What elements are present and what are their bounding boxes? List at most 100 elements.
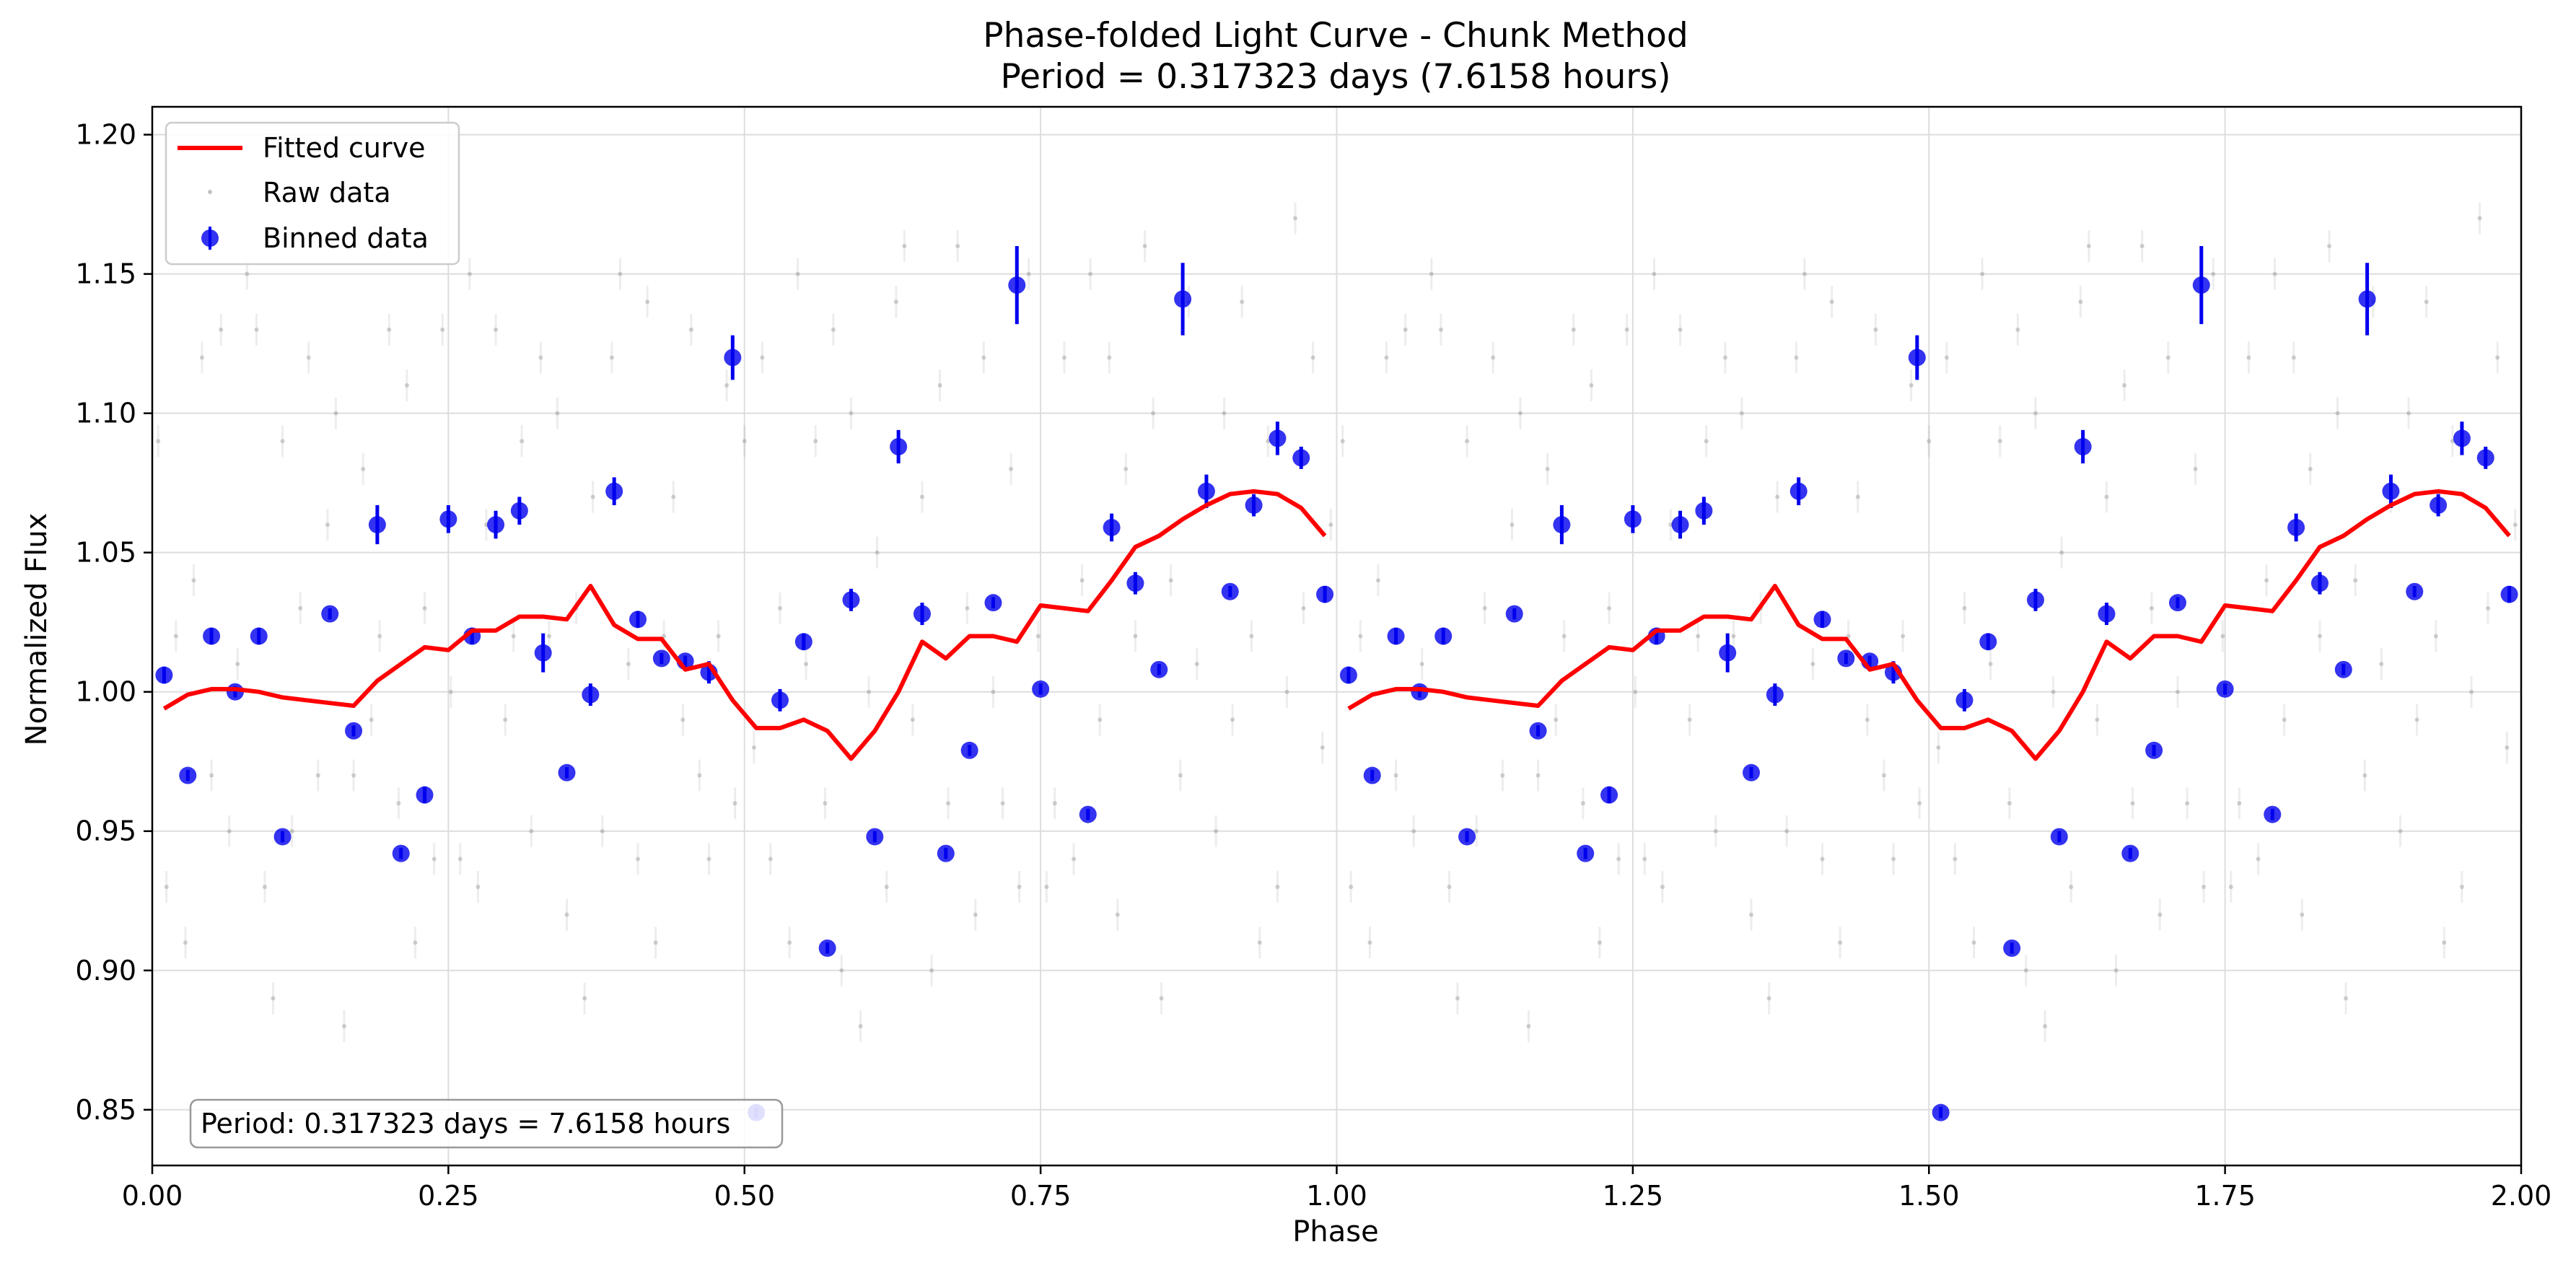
raw-point	[1393, 773, 1398, 778]
raw-point	[1017, 884, 1022, 889]
binned-point	[1008, 276, 1026, 294]
raw-point	[1589, 383, 1594, 388]
raw-point	[341, 1023, 346, 1028]
raw-point	[867, 689, 872, 694]
binned-point	[1221, 582, 1239, 600]
raw-point	[1616, 857, 1621, 862]
raw-point	[2043, 1023, 2048, 1028]
binned-point	[2453, 429, 2471, 447]
raw-point	[600, 828, 605, 834]
raw-point	[1597, 940, 1602, 945]
binned-point	[1458, 828, 1476, 846]
raw-point	[955, 244, 960, 249]
raw-point	[965, 605, 970, 611]
raw-point	[1607, 605, 1612, 611]
raw-point	[768, 857, 773, 862]
binned-point	[2192, 276, 2210, 294]
raw-point	[1088, 271, 1093, 276]
raw-point	[1035, 634, 1041, 639]
raw-point	[1642, 857, 1647, 862]
raw-point	[1891, 857, 1896, 862]
raw-point	[1731, 634, 1736, 639]
binned-point	[2216, 680, 2234, 698]
binned-point	[1743, 764, 1761, 782]
raw-point	[706, 857, 711, 862]
raw-point	[2033, 411, 2038, 416]
x-tick-label: 2.00	[2491, 1180, 2552, 1212]
binned-point	[1789, 482, 1808, 500]
raw-point	[831, 327, 836, 332]
raw-point	[697, 773, 702, 778]
raw-point	[1678, 327, 1683, 332]
raw-point	[1301, 605, 1306, 611]
y-tick-label: 1.15	[75, 258, 136, 290]
y-tick-label: 0.85	[75, 1094, 136, 1126]
raw-point	[2317, 634, 2322, 639]
raw-point	[1178, 773, 1183, 778]
raw-point	[333, 411, 338, 416]
raw-point	[1349, 884, 1354, 889]
raw-point	[2059, 550, 2064, 555]
annotation-box	[189, 1098, 784, 1149]
binned-point	[1316, 585, 1334, 603]
raw-point	[1660, 884, 1665, 889]
raw-point	[1133, 634, 1138, 639]
raw-point	[1704, 439, 1709, 444]
raw-point	[2069, 884, 2074, 889]
raw-point	[1411, 828, 1416, 834]
raw-point	[1722, 355, 1727, 360]
raw-point	[1257, 940, 1262, 945]
raw-point	[2185, 801, 2190, 806]
raw-point	[1962, 605, 1967, 611]
raw-point	[325, 522, 330, 528]
raw-point	[404, 383, 409, 388]
legend-raw-swatch	[208, 190, 212, 194]
binned-point	[558, 764, 576, 782]
raw-point	[929, 968, 934, 973]
raw-point	[413, 940, 418, 945]
binned-point	[2168, 594, 2186, 612]
raw-point	[262, 884, 267, 889]
raw-point	[1561, 634, 1567, 639]
raw-point	[2272, 271, 2277, 276]
raw-point	[1988, 662, 1993, 667]
raw-point	[2291, 355, 2296, 360]
x-tick-label: 1.00	[1306, 1180, 1367, 1212]
raw-point	[2335, 411, 2340, 416]
raw-point	[760, 355, 765, 360]
binned-point	[984, 594, 1002, 612]
raw-point	[2104, 494, 2109, 499]
raw-point	[1944, 355, 1949, 360]
raw-point	[787, 940, 792, 945]
tick-labels: 0.00 0.25 0.50 0.75 1.00 1.25 1.50 1.75 2.00 0.85…	[75, 119, 2551, 1212]
binned-point	[1766, 686, 1784, 704]
raw-point	[2300, 912, 2305, 917]
raw-point	[156, 439, 161, 444]
binned-point	[1837, 649, 1855, 668]
binned-point	[1150, 660, 1168, 678]
raw-point	[1310, 355, 1315, 360]
raw-point	[1115, 912, 1120, 917]
raw-point	[2282, 717, 2287, 722]
binned-point	[2026, 591, 2044, 609]
binned-point	[1955, 691, 1973, 709]
fitted-curve-line	[1347, 489, 2511, 761]
raw-point	[1240, 299, 1245, 305]
raw-point	[981, 355, 986, 360]
binned-point	[1245, 496, 1263, 515]
raw-point	[636, 857, 641, 862]
raw-point	[1927, 439, 1932, 444]
raw-point	[1230, 717, 1235, 722]
binned-point	[913, 605, 931, 623]
raw-point	[1829, 299, 1834, 305]
binned-point	[1505, 605, 1523, 623]
binned-point	[1529, 722, 1547, 740]
raw-point	[191, 578, 196, 583]
binned-point	[1624, 510, 1642, 528]
raw-point	[1624, 327, 1629, 332]
binned-point	[1126, 574, 1144, 592]
x-tick-label: 0.50	[714, 1180, 775, 1212]
binned-point	[439, 510, 457, 528]
raw-point	[910, 717, 915, 722]
raw-point	[893, 299, 898, 305]
